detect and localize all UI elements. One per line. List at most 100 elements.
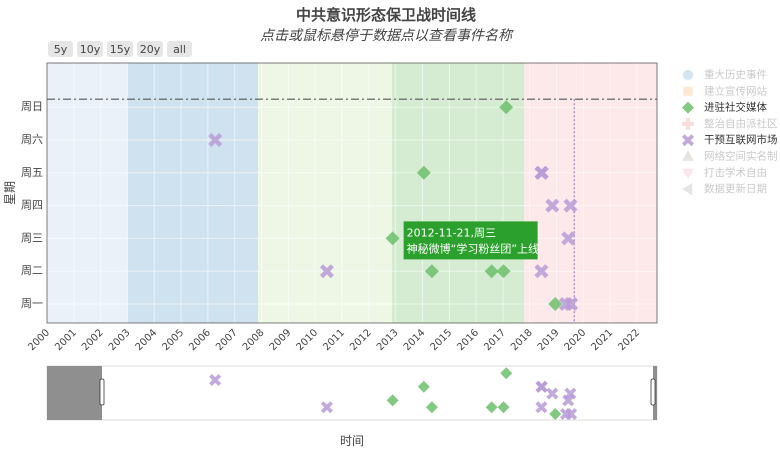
- range-button-all[interactable]: all: [167, 41, 192, 57]
- y-tick-label: 周四: [21, 199, 43, 212]
- legend[interactable]: 重大历史事件建立宣传网站进驻社交媒体整治自由派社区干预互联网市场网络空间实名制打…: [682, 68, 778, 196]
- data-point[interactable]: [548, 297, 563, 311]
- range-button-label: 20y: [140, 43, 161, 56]
- x-tick-label: 2021: [590, 327, 616, 353]
- x-tick-label: 2005: [160, 327, 186, 353]
- slider-point[interactable]: [425, 401, 438, 414]
- slider-point[interactable]: [497, 401, 510, 414]
- legend-item[interactable]: 打击学术自由: [682, 166, 767, 179]
- x-tick-label: 2012: [348, 327, 374, 353]
- tooltip-line-2: 神秘微博“学习粉丝团”上线: [407, 241, 539, 255]
- range-button-bg[interactable]: [137, 41, 163, 57]
- x-tick-label: 2004: [134, 327, 160, 353]
- legend-item[interactable]: 重大历史事件: [682, 68, 767, 81]
- x-tick-label: 2007: [214, 327, 240, 353]
- x-tick-label: 2009: [268, 327, 294, 353]
- range-selector[interactable]: 5y 10y 15y 20y all: [48, 41, 192, 57]
- range-button-bg[interactable]: [77, 41, 103, 57]
- slider-point[interactable]: [535, 401, 548, 414]
- x-tick-label: 2010: [295, 327, 321, 353]
- chart-title: 中共意识形态保卫战时间线: [296, 6, 476, 24]
- y-tick-labels: 周一 周二 周三 周四 周五 周六 周日: [21, 100, 43, 310]
- legend-item[interactable]: 干预互联网市场: [682, 133, 778, 147]
- tooltip-box: [403, 221, 538, 260]
- x-tick-label: 2014: [402, 327, 428, 353]
- range-button-10y[interactable]: 10y: [77, 41, 103, 57]
- era-band: [258, 63, 392, 323]
- data-point[interactable]: [534, 165, 549, 180]
- x-tick-label: 2022: [616, 327, 642, 353]
- range-slider[interactable]: [46, 365, 658, 421]
- x-tick-label: 2008: [241, 327, 267, 353]
- data-point[interactable]: [424, 264, 439, 279]
- data-point[interactable]: [545, 198, 560, 213]
- legend-marker[interactable]: [682, 69, 694, 81]
- range-button-bg[interactable]: [107, 41, 133, 57]
- legend-marker[interactable]: [682, 117, 694, 130]
- slider-point[interactable]: [549, 408, 562, 420]
- legend-item[interactable]: 进驻社交媒体: [682, 101, 767, 114]
- x-axis-label: 时间: [340, 434, 364, 448]
- range-button-15y[interactable]: 15y: [107, 41, 133, 57]
- legend-marker[interactable]: [682, 168, 694, 179]
- slider-handle-right[interactable]: [650, 378, 656, 406]
- data-point[interactable]: [416, 165, 431, 180]
- slider-point[interactable]: [417, 380, 430, 393]
- range-button-label: 15y: [110, 43, 131, 56]
- legend-marker[interactable]: [682, 150, 694, 161]
- slider-point[interactable]: [386, 394, 399, 407]
- slider-point[interactable]: [535, 380, 548, 393]
- x-tick-label: 2001: [53, 327, 79, 353]
- y-tick-label: 周六: [21, 133, 43, 146]
- data-point[interactable]: [208, 133, 223, 147]
- slider-point[interactable]: [485, 401, 498, 414]
- data-point[interactable]: [561, 231, 576, 246]
- legend-item[interactable]: 网络空间实名制: [682, 150, 778, 163]
- range-button-20y[interactable]: 20y: [137, 41, 163, 57]
- legend-label[interactable]: 进驻社交媒体: [704, 101, 767, 114]
- data-point[interactable]: [385, 231, 400, 246]
- slider-point[interactable]: [546, 387, 559, 400]
- slider-point[interactable]: [320, 401, 333, 414]
- legend-item[interactable]: 建立宣传网站: [683, 84, 768, 97]
- legend-marker[interactable]: [682, 134, 694, 147]
- data-points[interactable]: [208, 100, 579, 311]
- slider-handle-left[interactable]: [99, 378, 105, 406]
- slider-point[interactable]: [565, 408, 578, 420]
- legend-item[interactable]: 整治自由派社区: [682, 117, 778, 130]
- y-tick-label: 周日: [21, 100, 43, 113]
- slider-point[interactable]: [562, 394, 575, 407]
- data-point[interactable]: [499, 100, 514, 115]
- legend-marker[interactable]: [683, 86, 693, 96]
- slider-point[interactable]: [209, 374, 222, 386]
- legend-label[interactable]: 干预互联网市场: [704, 133, 778, 146]
- legend-label[interactable]: 重大历史事件: [704, 68, 767, 81]
- range-button-label: 10y: [80, 43, 101, 56]
- data-point[interactable]: [563, 198, 578, 213]
- legend-label[interactable]: 数据更新日期: [704, 182, 767, 195]
- legend-label[interactable]: 网络空间实名制: [704, 150, 778, 163]
- x-tick-label: 2013: [375, 327, 401, 353]
- x-tick-label: 2016: [455, 327, 481, 353]
- data-point[interactable]: [484, 264, 499, 279]
- legend-label[interactable]: 打击学术自由: [704, 166, 767, 179]
- legend-marker[interactable]: [682, 101, 694, 114]
- y-tick-label: 周二: [21, 264, 43, 277]
- legend-label[interactable]: 整治自由派社区: [704, 117, 778, 130]
- data-point[interactable]: [564, 297, 579, 311]
- plot-frame: [46, 62, 658, 324]
- reference-lines: [47, 98, 657, 323]
- data-point[interactable]: [319, 264, 334, 279]
- legend-marker[interactable]: [682, 183, 693, 196]
- data-point[interactable]: [496, 264, 511, 279]
- slider-point[interactable]: [500, 367, 513, 380]
- range-button-bg[interactable]: [48, 41, 73, 57]
- legend-label[interactable]: 建立宣传网站: [704, 84, 767, 97]
- range-button-5y[interactable]: 5y: [48, 41, 73, 57]
- x-tick-label: 2006: [187, 327, 213, 353]
- range-button-bg[interactable]: [167, 41, 192, 57]
- data-point[interactable]: [534, 264, 549, 279]
- legend-item[interactable]: 数据更新日期: [682, 182, 767, 196]
